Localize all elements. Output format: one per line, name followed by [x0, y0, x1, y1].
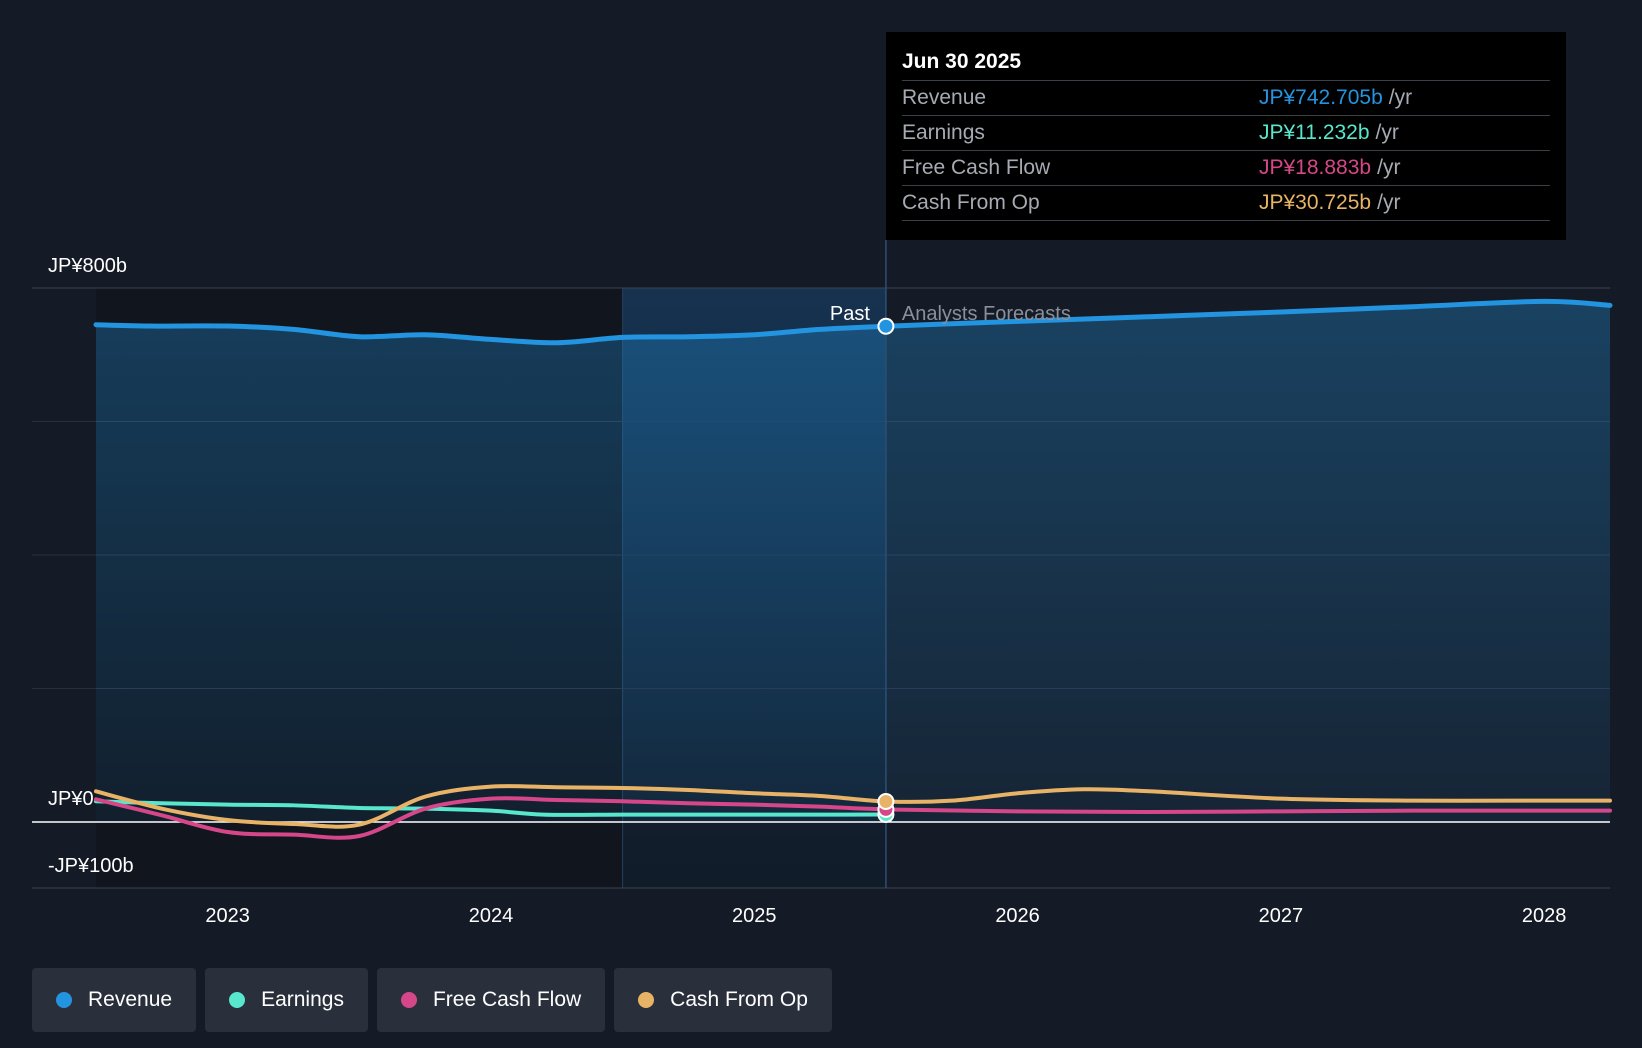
tooltip-row: Cash From Op JP¥30.725b/yr: [902, 186, 1550, 221]
legend-label: Cash From Op: [670, 988, 808, 1011]
tooltip-series-unit: /yr: [1377, 191, 1401, 214]
y-tick-label: JP¥0: [48, 788, 94, 810]
forecast-label: Analysts Forecasts: [902, 303, 1071, 325]
tooltip-series-name: Revenue: [902, 86, 987, 109]
tooltip-series-name: Cash From Op: [902, 191, 1040, 214]
x-tick-label: 2027: [1259, 905, 1304, 927]
tooltip-series-name: Free Cash Flow: [902, 156, 1051, 179]
legend-item-revenue[interactable]: Revenue: [32, 968, 197, 1032]
legend-label: Free Cash Flow: [432, 988, 582, 1011]
tooltip-series-value: JP¥742.705b: [1259, 86, 1383, 109]
series-line-cash-from-op: [94, 784, 1612, 829]
tooltip-row: Revenue JP¥742.705b/yr: [902, 81, 1550, 116]
marker-cash-from-op: [877, 792, 895, 810]
tooltip-series-unit: /yr: [1388, 86, 1413, 109]
past-label: Past: [830, 303, 870, 325]
x-tick-label: 2025: [732, 905, 777, 927]
legend-dot-icon: [56, 992, 72, 1008]
legend-item-cash-from-op[interactable]: Cash From Op: [614, 968, 832, 1032]
x-tick-label: 2023: [205, 905, 250, 927]
series-line-revenue: [93, 298, 1613, 346]
series-line-free-cash-flow: [94, 796, 1612, 840]
legend-label: Earnings: [261, 988, 344, 1011]
tooltip-series-unit: /yr: [1377, 156, 1401, 179]
tooltip-series-value: JP¥18.883b: [1259, 156, 1372, 179]
marker-revenue: [877, 317, 895, 335]
x-tick-label: 2026: [995, 905, 1040, 927]
tooltip-date: Jun 30 2025: [902, 46, 1550, 81]
legend-dot-icon: [638, 992, 655, 1008]
legend-dot-icon: [229, 992, 246, 1008]
revenue-area: [96, 301, 1610, 822]
tooltip-series-unit: /yr: [1375, 121, 1399, 144]
tooltip: Jun 30 2025 Revenue JP¥742.705b/yr Earning…: [886, 32, 1566, 240]
tooltip-series-name: Earnings: [902, 121, 985, 144]
y-tick-label: -JP¥100b: [48, 855, 134, 877]
legend: Revenue Earnings Free Cash Flow Cash From O…: [32, 968, 832, 1032]
legend-item-earnings[interactable]: Earnings: [205, 968, 368, 1032]
series-line-earnings: [94, 799, 888, 817]
tooltip-row: Earnings JP¥11.232b/yr: [902, 116, 1550, 151]
legend-dot-icon: [400, 992, 417, 1008]
tooltip-series-value: JP¥30.725b: [1259, 191, 1372, 214]
tooltip-row: Free Cash Flow JP¥18.883b/yr: [902, 151, 1550, 186]
x-tick-label: 2024: [469, 905, 514, 927]
legend-label: Revenue: [88, 988, 173, 1011]
y-tick-label: JP¥800b: [48, 255, 127, 277]
x-tick-label: 2028: [1522, 905, 1567, 927]
tooltip-series-value: JP¥11.232b: [1259, 121, 1370, 144]
legend-item-free-cash-flow[interactable]: Free Cash Flow: [376, 968, 606, 1032]
